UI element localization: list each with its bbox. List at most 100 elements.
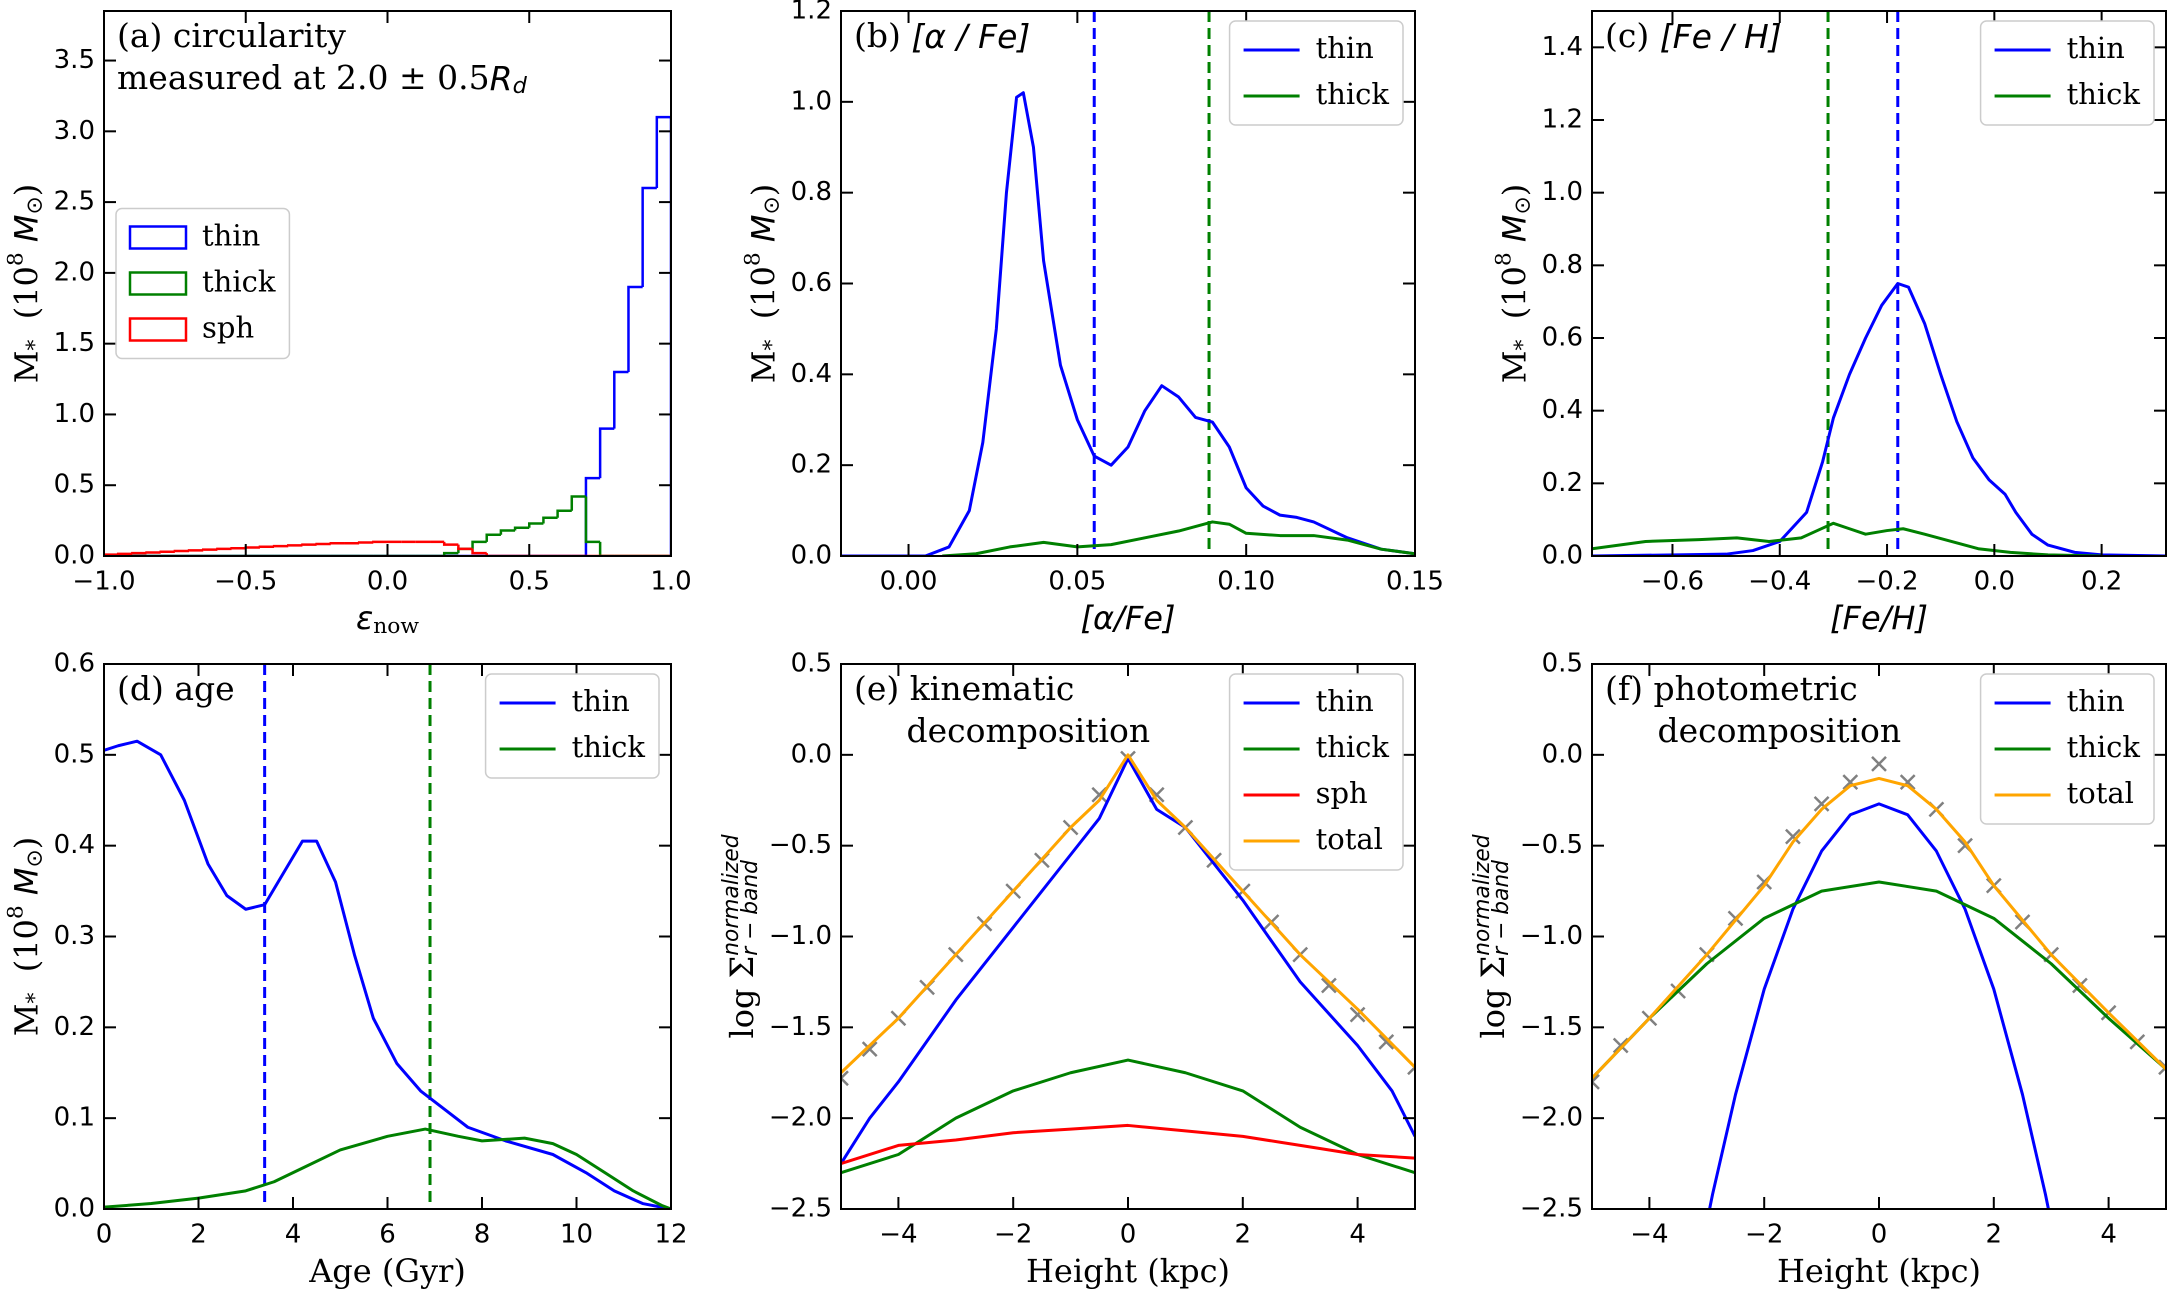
text-segment: ⊙ bbox=[22, 196, 47, 214]
text-segment: 8 bbox=[4, 252, 29, 266]
y-tick-label: 0.0 bbox=[1542, 541, 1583, 571]
histogram-step bbox=[655, 115, 671, 556]
y-tick-label: 0.6 bbox=[54, 649, 95, 679]
x-tick-label: 0 bbox=[96, 1220, 113, 1250]
histogram-step bbox=[329, 542, 345, 545]
text-segment: (10 bbox=[744, 266, 782, 340]
histogram-step bbox=[485, 533, 501, 542]
plot-area bbox=[1592, 11, 2166, 556]
legend-box bbox=[1979, 673, 2155, 825]
histogram-step bbox=[499, 529, 516, 535]
histogram-step bbox=[584, 496, 601, 544]
y-axis-label: M* (108 M⊙) bbox=[4, 184, 48, 384]
legend-label: thin bbox=[202, 219, 260, 253]
y-axis-label: log Σnormalizedr − band bbox=[1470, 834, 1514, 1038]
y-tick-label: −2.5 bbox=[1520, 1194, 1583, 1224]
text-segment: (10 bbox=[7, 266, 45, 340]
y-tick-label: 0.8 bbox=[1542, 250, 1583, 280]
text-segment: [Fe/H] bbox=[1830, 599, 1928, 637]
histogram-step bbox=[627, 285, 643, 372]
text-segment: * bbox=[22, 340, 47, 351]
legend: thin thick bbox=[1979, 20, 2155, 126]
legend-label: thin bbox=[2067, 684, 2125, 718]
x-tick-label: 4 bbox=[285, 1220, 302, 1250]
histogram-step bbox=[201, 548, 218, 551]
text-segment: 8 bbox=[4, 905, 29, 919]
x-tick-label: 4 bbox=[1349, 1220, 1366, 1250]
legend-box bbox=[1228, 673, 1404, 871]
axes-frame bbox=[1591, 10, 2167, 557]
legend-swatch bbox=[128, 225, 188, 250]
text-segment: (b) bbox=[854, 16, 911, 55]
y-axis-label: M* (108 M⊙) bbox=[1492, 184, 1536, 384]
series-line bbox=[841, 753, 1415, 1074]
histogram-step bbox=[542, 516, 558, 524]
x-tick-label: 0.00 bbox=[880, 567, 938, 597]
marker bbox=[1842, 774, 1859, 790]
y-tick-label: 0.0 bbox=[791, 739, 832, 769]
histogram-step bbox=[145, 551, 161, 554]
histogram-step bbox=[173, 549, 190, 553]
y-tick-label: 3.5 bbox=[54, 45, 95, 75]
panel-title: decomposition bbox=[854, 711, 1150, 750]
y-tick-label: 0.2 bbox=[1542, 468, 1583, 498]
panel-title: (e) kinematic bbox=[854, 669, 1074, 708]
histogram-step bbox=[584, 476, 601, 556]
y-axis-label: M* (108 M⊙) bbox=[741, 184, 785, 384]
series-line bbox=[104, 739, 671, 1209]
text-segment: M bbox=[8, 214, 46, 242]
text-segment: [α / Fe] bbox=[911, 17, 1030, 56]
text-segment: (10 bbox=[1495, 266, 1533, 340]
x-tick-label: 0.5 bbox=[509, 567, 550, 597]
legend: thin thick bbox=[484, 673, 660, 779]
x-tick-label: −2 bbox=[994, 1220, 1032, 1250]
y-tick-label: −2.0 bbox=[1520, 1103, 1583, 1133]
y-tick-label: −0.5 bbox=[1520, 830, 1583, 860]
text-segment: ε bbox=[356, 599, 373, 637]
text-segment: R bbox=[490, 59, 513, 98]
y-tick-label: 1.5 bbox=[54, 328, 95, 358]
x-tick-label: 0 bbox=[1120, 1220, 1137, 1250]
marker bbox=[1813, 795, 1830, 812]
series-line bbox=[1592, 521, 2102, 556]
text-segment: M bbox=[1496, 214, 1534, 242]
y-tick-label: 0.0 bbox=[54, 1194, 95, 1224]
x-tick-label: 8 bbox=[474, 1220, 491, 1250]
marker bbox=[1612, 1037, 1629, 1054]
panel: 0 2 4 6 8 10 12 0.0 0.1 0.2 0.3 0.4 0.5 0.6 Age (Gyr) M… bbox=[4, 649, 688, 1290]
x-tick-label: −0.2 bbox=[1855, 567, 1918, 597]
y-tick-label: 1.4 bbox=[1542, 32, 1583, 62]
histogram-step bbox=[272, 544, 289, 548]
x-axis-label: [Fe/H] bbox=[1830, 599, 1928, 637]
y-tick-label: 0.0 bbox=[54, 541, 95, 571]
panel-title: (d) age bbox=[117, 669, 235, 708]
text-segment: ⊙ bbox=[22, 849, 47, 867]
panel: −4 −2 0 2 4 −2.5 −2.0 −1.5 −1.0 −0.5 0.0 0.5 Height … bbox=[719, 649, 1416, 1290]
text-segment: log Σ bbox=[722, 956, 760, 1039]
marker bbox=[1321, 977, 1337, 994]
x-tick-label: −0.6 bbox=[1641, 567, 1704, 597]
histogram-step bbox=[513, 526, 530, 531]
panel-title: (b) [α / Fe] bbox=[854, 16, 1030, 56]
marker bbox=[1378, 1033, 1395, 1050]
text-segment: decomposition bbox=[1605, 711, 1901, 750]
text-segment bbox=[7, 895, 45, 905]
legend-swatch bbox=[128, 271, 188, 296]
text-segment: Age (Gyr) bbox=[308, 1252, 466, 1290]
text-segment: ⊙ bbox=[1510, 196, 1535, 214]
x-tick-label: 0.15 bbox=[1386, 567, 1444, 597]
text-segment: ) bbox=[7, 837, 45, 849]
text-segment: [α/Fe] bbox=[1081, 599, 1176, 637]
histogram-step bbox=[471, 540, 487, 549]
histogram-step bbox=[598, 541, 615, 556]
x-tick-label: 0.05 bbox=[1048, 567, 1106, 597]
x-tick-label: 0.10 bbox=[1217, 567, 1275, 597]
histogram-step bbox=[230, 546, 246, 550]
x-axis-label: Height (kpc) bbox=[1777, 1252, 1981, 1290]
x-tick-label: −1.0 bbox=[72, 567, 135, 597]
panel: 0.00 0.05 0.10 0.15 0.0 0.2 0.4 0.6 0.8 1.0 1.2 [α/… bbox=[741, 0, 1444, 637]
text-segment: (d) age bbox=[117, 669, 235, 708]
panel: −4 −2 0 2 4 −2.5 −2.0 −1.5 −1.0 −0.5 0.0 0.5 Height … bbox=[1470, 649, 2167, 1290]
legend-label: total bbox=[1316, 822, 1383, 856]
